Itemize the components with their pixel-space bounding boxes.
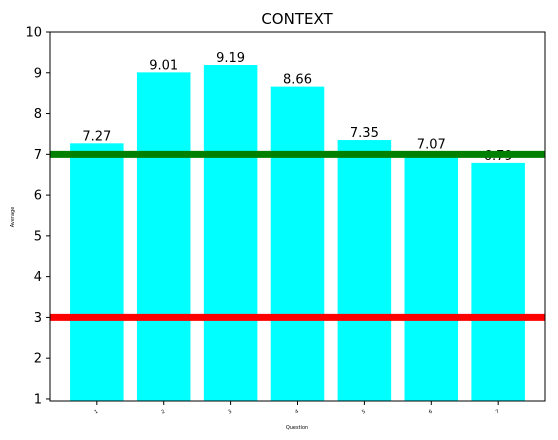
y-tick-label-8: 8: [34, 107, 42, 122]
y-tick-label-1: 1: [34, 392, 42, 407]
chart-title: CONTEXT: [261, 10, 333, 28]
bar-6: [404, 151, 459, 401]
bar-7: [471, 162, 525, 401]
y-tick-label-4: 4: [34, 270, 42, 285]
x-tick-label-7: 7: [495, 409, 501, 416]
y-tick-label-7: 7: [34, 148, 42, 163]
y-tick-label-6: 6: [34, 189, 42, 204]
y-tick-label-5: 5: [34, 229, 42, 244]
bars-group: [70, 65, 525, 402]
y-axis: 1 2 3 4 5 6 7 8 9 10: [25, 26, 50, 407]
x-tick-label-6: 6: [428, 409, 434, 416]
x-tick-label-3: 3: [227, 409, 233, 416]
x-tick-label-1: 1: [93, 409, 99, 416]
y-tick-label-9: 9: [34, 66, 42, 81]
bar-4: [270, 86, 325, 401]
data-label-5: 7.35: [350, 126, 379, 141]
data-label-6: 7.07: [417, 137, 446, 152]
reference-lines-group: [50, 150, 545, 321]
x-tick-label-2: 2: [160, 409, 166, 416]
data-label-2: 9.01: [149, 58, 178, 73]
y-axis-label: Average: [10, 207, 16, 228]
x-axis-label: Question: [286, 425, 308, 431]
y-tick-label-10: 10: [25, 26, 42, 41]
y-tick-label-3: 3: [34, 311, 42, 326]
x-axis: 1 2 3 4 5 6 7: [93, 401, 501, 416]
x-tick-label-4: 4: [294, 409, 300, 416]
data-label-4: 8.66: [283, 73, 312, 88]
bar-3: [203, 65, 258, 401]
data-label-1: 7.27: [82, 129, 111, 144]
bar-5: [337, 140, 392, 401]
y-tick-label-2: 2: [34, 352, 42, 367]
data-label-3: 9.19: [216, 51, 245, 66]
bar-2: [136, 72, 191, 401]
x-tick-label-5: 5: [361, 409, 367, 416]
bar-1: [70, 143, 124, 402]
